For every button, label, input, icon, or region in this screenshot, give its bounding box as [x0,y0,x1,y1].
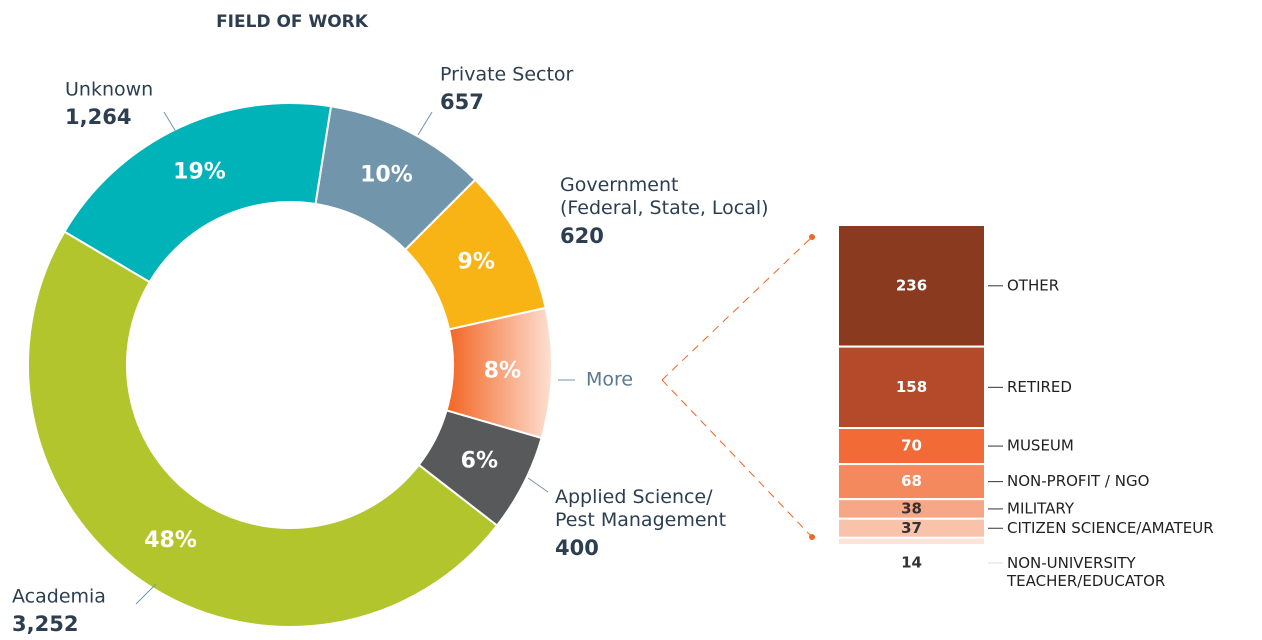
connector [661,236,813,381]
bar-segment [837,224,986,348]
slice [63,102,333,284]
bar-category-label: MUSEUM [1007,437,1074,455]
bar-value-label: 70 [901,437,922,455]
leader-line [527,477,549,493]
bar-value-label: 68 [901,472,922,490]
bar-value-label: 236 [896,276,927,294]
slice-label: 9% [458,250,495,275]
count-label: 3,252 [12,612,78,636]
bar-value-label: 158 [896,378,927,396]
count-label: 657 [440,90,484,114]
leader-line [163,111,177,133]
bar-segment [837,536,986,546]
slice-label: 19% [173,160,226,185]
bar-value-label: 14 [901,554,922,572]
category-label: Unknown [65,79,153,101]
bar-segment [837,463,986,501]
bar-category-label: NON-PROFIT / NGO [1007,472,1149,490]
slice-label: 10% [360,163,413,188]
bar-category-label: CITIZEN SCIENCE/AMATEUR [1007,519,1214,537]
slice [27,230,499,628]
bar-value-label: 37 [901,519,922,537]
slice-label: 48% [144,528,197,553]
bar-category-label: MILITARY [1007,499,1075,517]
bar-segment [837,427,986,466]
category-label: Applied Science/Pest Management [555,486,726,531]
connectors [661,234,815,540]
slice-label: 8% [484,359,521,384]
category-label: More [586,369,633,391]
connector-dot [809,534,815,540]
leader-line [135,583,157,605]
chart-title: FIELD OF WORK [216,12,369,32]
category-label: Government (Federal, State, Local) [560,174,769,219]
bar-category-label: RETIRED [1007,378,1072,396]
slice-label: 6% [461,448,498,473]
connector-dot [809,234,815,240]
count-label: 400 [555,536,599,560]
bar-value-label: 38 [901,499,922,517]
count-label: 620 [560,224,604,248]
category-label: Private Sector [440,64,574,86]
category-label: Academia [12,586,106,608]
bar-category-label: OTHER [1007,276,1059,294]
bar-category-label: NON-UNIVERSITY TEACHER/EDUCATOR [1006,554,1165,590]
leader-line [417,111,433,136]
count-label: 1,264 [65,105,131,129]
